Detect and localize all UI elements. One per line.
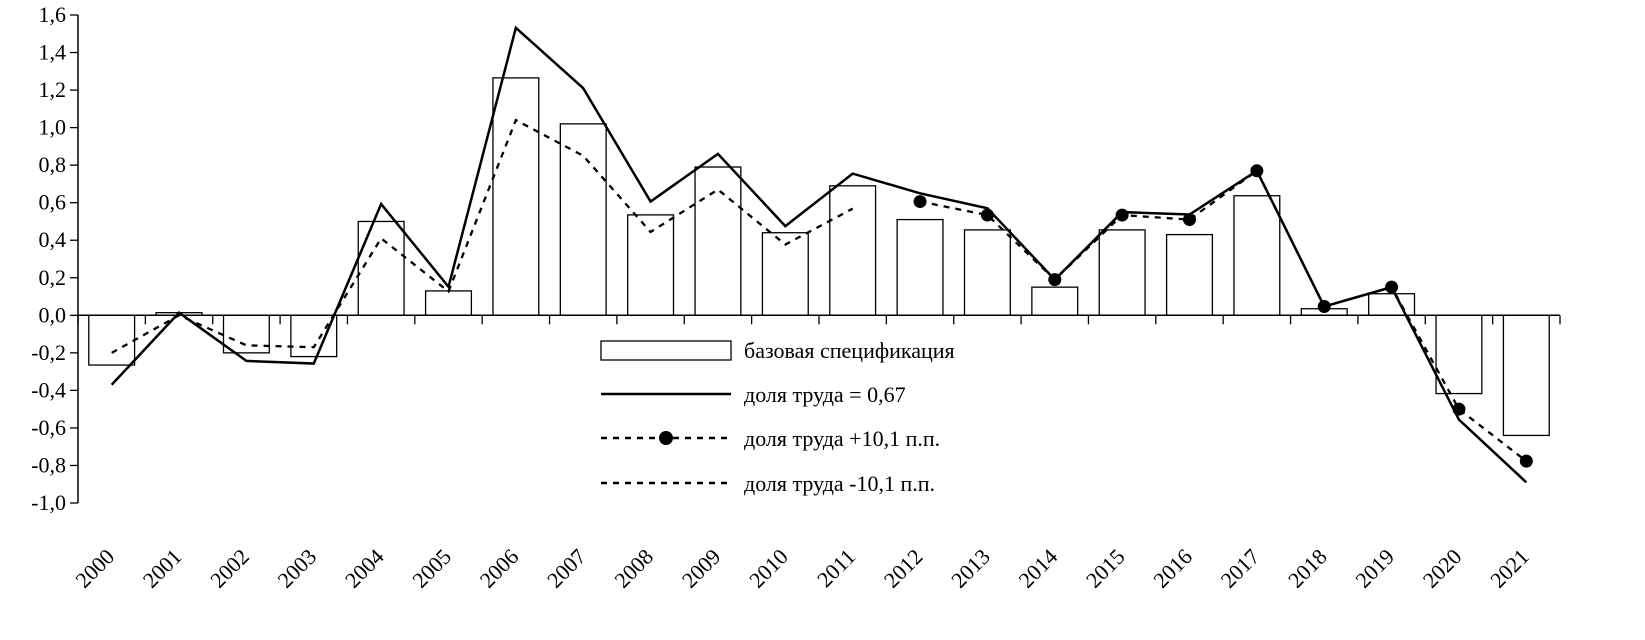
x-tick-label: 2017 bbox=[1216, 544, 1265, 593]
x-tick-label: 2010 bbox=[744, 544, 793, 593]
lines-group bbox=[110, 25, 1533, 484]
marker-2019 bbox=[1385, 280, 1399, 294]
bar-2004 bbox=[357, 220, 405, 316]
bar-2009 bbox=[694, 166, 742, 316]
bar-2002 bbox=[222, 314, 270, 354]
marker-2021 bbox=[1519, 454, 1533, 468]
bar-2016 bbox=[1165, 233, 1214, 316]
x-tick-label: 2016 bbox=[1148, 544, 1197, 593]
marker-2012 bbox=[913, 195, 927, 209]
x-tick-label: 2012 bbox=[879, 544, 928, 593]
y-tick-label: -0,8 bbox=[31, 452, 66, 477]
y-tick-label: 0,8 bbox=[39, 152, 67, 177]
bar-2021 bbox=[1502, 314, 1550, 437]
y-tick-label: -1,0 bbox=[31, 490, 66, 515]
bar-2005 bbox=[424, 290, 473, 316]
bar-2019 bbox=[1368, 293, 1416, 316]
x-tick-label: 2001 bbox=[138, 544, 187, 593]
bar-2000 bbox=[88, 314, 136, 366]
bar-2014 bbox=[1031, 286, 1079, 316]
marker-2020 bbox=[1452, 402, 1466, 416]
x-tick-label: 2020 bbox=[1418, 544, 1467, 593]
y-tick-label: 1,6 bbox=[39, 2, 67, 27]
x-tick-label: 2018 bbox=[1283, 544, 1332, 593]
bar-2003 bbox=[290, 314, 338, 358]
x-tick-label: 2008 bbox=[609, 544, 658, 593]
bar-2015 bbox=[1098, 229, 1146, 316]
legend-marker bbox=[659, 431, 673, 445]
legend: базовая спецификация доля труда = 0,67 д… bbox=[600, 338, 955, 496]
marker-2017 bbox=[1250, 164, 1264, 178]
legend-label-base: базовая спецификация bbox=[744, 338, 955, 363]
y-tick-label: -0,2 bbox=[31, 340, 66, 365]
x-tick-label: 2004 bbox=[340, 544, 389, 593]
x-tick-label: 2007 bbox=[542, 544, 591, 593]
series-line-base bbox=[110, 25, 1528, 484]
x-tick-label: 2014 bbox=[1014, 544, 1063, 593]
legend-label-solid: доля труда = 0,67 bbox=[744, 382, 906, 407]
bars-group bbox=[88, 77, 1550, 437]
y-tick-label: -0,6 bbox=[31, 415, 66, 440]
x-tick-label: 2011 bbox=[812, 544, 860, 592]
legend-swatch-bar bbox=[600, 340, 732, 361]
marker-2013 bbox=[980, 208, 994, 222]
y-tick-label: 1,0 bbox=[39, 115, 67, 140]
marker-2016 bbox=[1183, 213, 1196, 227]
x-tick-label: 2009 bbox=[677, 544, 726, 593]
y-tick-label: 1,2 bbox=[39, 77, 67, 102]
y-tick-label: 1,4 bbox=[39, 40, 67, 65]
x-tick-label: 2000 bbox=[70, 544, 119, 593]
x-tick-label: 2006 bbox=[475, 544, 524, 593]
marker-2018 bbox=[1317, 299, 1331, 313]
legend-label-plus: доля труда +10,1 п.п. bbox=[744, 426, 940, 451]
bar-2011 bbox=[829, 185, 877, 316]
series-line-minus bbox=[111, 118, 854, 354]
bar-2012 bbox=[896, 218, 944, 316]
marker-2014 bbox=[1048, 273, 1062, 287]
x-tick-label: 2019 bbox=[1350, 544, 1399, 593]
bar-2017 bbox=[1233, 195, 1281, 316]
legend-label-minus: доля труда -10,1 п.п. bbox=[744, 471, 935, 496]
x-tick-label: 2003 bbox=[273, 544, 322, 593]
y-tick-label: -0,4 bbox=[31, 377, 66, 402]
y-tick-label: 0,4 bbox=[39, 227, 67, 252]
y-tick-label: 0,2 bbox=[39, 265, 67, 290]
x-tick-label: 2013 bbox=[946, 544, 995, 593]
y-tick-label: 0,0 bbox=[39, 302, 67, 327]
bar-2006 bbox=[492, 77, 540, 316]
x-tick-label: 2021 bbox=[1485, 544, 1534, 593]
x-tick-label: 2002 bbox=[205, 544, 254, 593]
y-tick-label: 0,6 bbox=[39, 190, 67, 215]
bar-2008 bbox=[627, 214, 675, 316]
x-tick-label: 2015 bbox=[1081, 544, 1130, 593]
x-tick-label: 2005 bbox=[407, 544, 456, 593]
marker-2015 bbox=[1115, 208, 1129, 222]
series-line-plus bbox=[919, 169, 1528, 463]
bar-2007 bbox=[559, 123, 607, 316]
bar-2013 bbox=[963, 229, 1011, 316]
